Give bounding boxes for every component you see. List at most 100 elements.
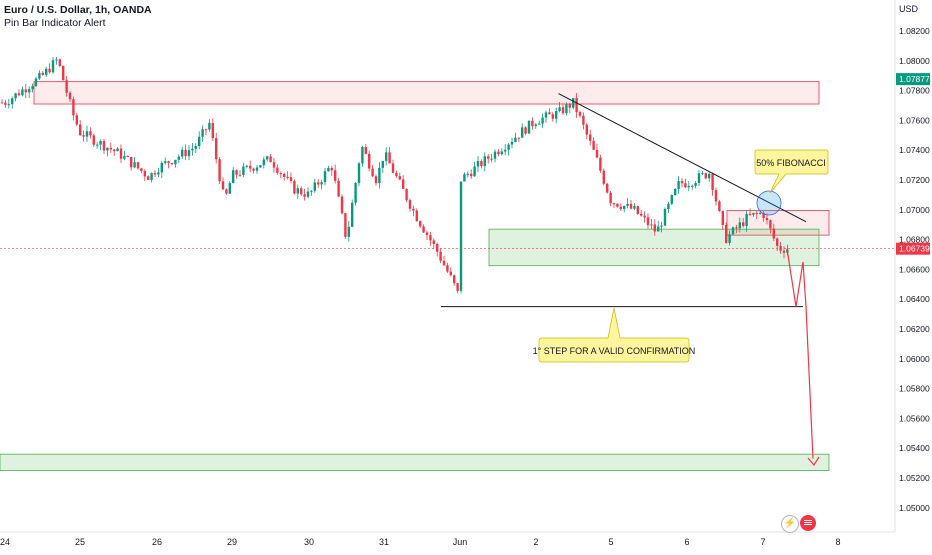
candle-body (51, 60, 55, 73)
label-layer: 50% FIBONACCI 1° STEP FOR A VALID CONFIRM… (533, 149, 829, 363)
x-tick-label: 2 (533, 537, 538, 547)
candle-body (55, 59, 58, 61)
candle-body (31, 86, 34, 90)
support-zone (0, 453, 830, 471)
candle-body (116, 148, 119, 152)
candle-body (123, 156, 126, 159)
candle-body (633, 206, 636, 209)
candle-body (657, 226, 660, 232)
candle-body (82, 135, 85, 137)
candle-body (677, 181, 680, 189)
candle-body (286, 176, 289, 178)
candle-body (225, 189, 228, 194)
candle-body (487, 156, 490, 159)
candle-body (306, 191, 310, 197)
lines-layer (0, 93, 895, 467)
fibonacci-label: 50% FIBONACCI (756, 158, 826, 168)
candle-body (674, 188, 677, 195)
candle-body (276, 167, 279, 173)
candle-body (660, 225, 663, 227)
candle-body (500, 151, 503, 155)
candle-body (578, 112, 582, 116)
candle-body (371, 168, 374, 177)
y-tick-label: 1.05000 (899, 503, 930, 513)
candle-body (680, 181, 684, 184)
candle-body (592, 140, 595, 150)
flag-icon[interactable] (800, 515, 816, 531)
candle-body (96, 144, 99, 146)
resistance-zone (33, 81, 820, 105)
candle-body (351, 202, 354, 227)
x-tick-label: 31 (379, 537, 389, 547)
last-price-tag: 1.06739 (899, 244, 930, 254)
projection-arrow (786, 248, 814, 459)
candle-body (344, 213, 347, 237)
candle-body (459, 181, 463, 291)
candle-body (524, 127, 527, 134)
candle-body (368, 153, 371, 169)
candle-body (711, 173, 714, 191)
candle-body (612, 203, 616, 205)
candle-body (354, 183, 357, 203)
candle-body (449, 271, 452, 276)
candle-body (7, 104, 10, 106)
fibonacci-callout (754, 149, 829, 194)
support-zone (488, 228, 820, 267)
candle-body (718, 201, 721, 211)
candle-body (609, 192, 612, 204)
candle-body (11, 98, 14, 105)
candle-body (388, 152, 391, 164)
candle-body (504, 149, 507, 152)
candle-body (759, 212, 762, 214)
candle-body (782, 250, 786, 253)
trendline (558, 93, 807, 223)
candle-body (429, 235, 432, 241)
x-tick-label: 24 (0, 537, 10, 547)
candle-body (466, 173, 469, 175)
candle-body (439, 251, 442, 261)
fibonacci-circle (756, 190, 782, 216)
candle-body (228, 183, 231, 194)
candle-body (745, 213, 748, 226)
candle-body (691, 185, 694, 187)
y-tick-label: 1.05800 (899, 384, 930, 394)
candle-body (181, 149, 184, 157)
lightning-icon[interactable]: ⚡ (781, 515, 799, 533)
candle-body (289, 177, 293, 181)
candle-body (538, 123, 541, 125)
candle-body (738, 222, 741, 229)
candle-body (364, 147, 367, 154)
candle-body (521, 127, 524, 138)
candle-body (415, 210, 418, 222)
candle-body (470, 173, 473, 177)
candle-body (34, 78, 38, 87)
candle-body (187, 150, 191, 157)
candle-body (58, 59, 61, 66)
candle-body (164, 161, 167, 163)
candle-body (198, 136, 201, 147)
y-tick-label: 1.07600 (899, 115, 930, 125)
candle-body (762, 212, 765, 218)
candle-body (595, 149, 599, 158)
candle-body (130, 156, 133, 168)
candle-body (238, 174, 242, 176)
candle-body (140, 168, 143, 172)
indicator-label[interactable]: Pin Bar Indicator Alert (4, 17, 106, 29)
candle-body (99, 141, 102, 145)
candle-body (531, 120, 534, 127)
candle-body (626, 203, 629, 206)
candle-body (708, 173, 711, 179)
candle-body (391, 163, 395, 173)
candle-body (776, 238, 779, 246)
candle-body (728, 234, 731, 243)
candle-body (755, 212, 758, 214)
candle-body (317, 182, 320, 185)
candle-body (527, 120, 531, 134)
candle-body (517, 137, 520, 139)
candle-body (28, 89, 31, 93)
candle-body (374, 176, 378, 184)
arrow-head (807, 456, 820, 467)
